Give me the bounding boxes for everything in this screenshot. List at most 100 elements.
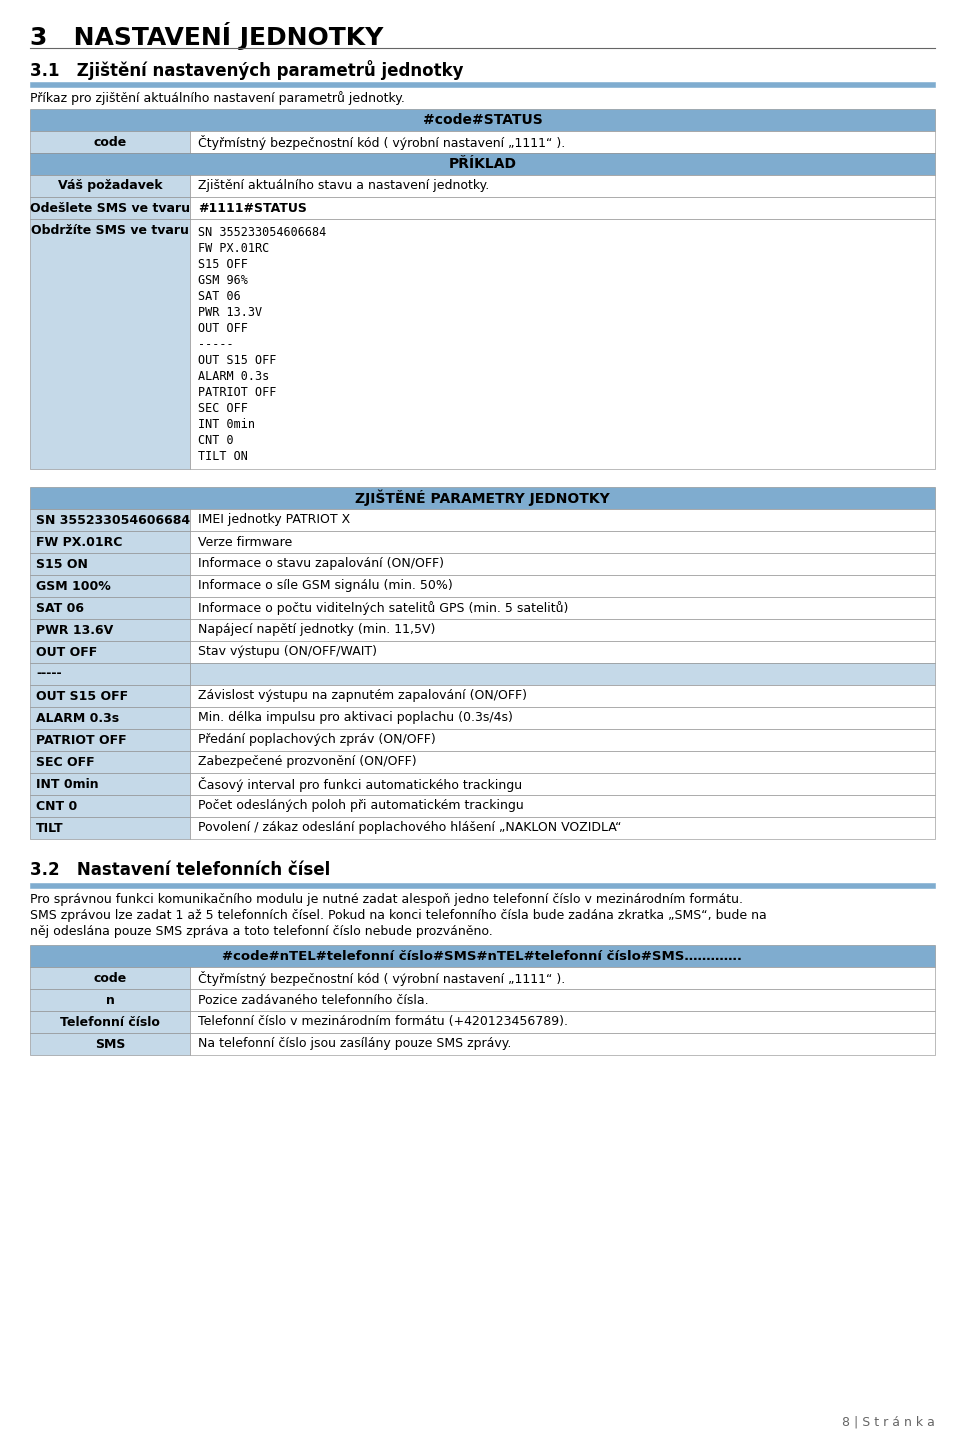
Bar xyxy=(190,219,935,469)
Bar xyxy=(30,1033,190,1055)
Text: ALARM 0.3s: ALARM 0.3s xyxy=(36,711,119,724)
Bar xyxy=(190,967,935,989)
Bar xyxy=(30,685,190,707)
Text: 8 | S t r á n k a: 8 | S t r á n k a xyxy=(842,1415,935,1428)
Text: něj odeslána pouze SMS zpráva a toto telefonní číslo nebude prozváněno.: něj odeslána pouze SMS zpráva a toto tel… xyxy=(30,924,492,937)
Bar xyxy=(30,728,190,751)
Bar xyxy=(30,509,190,531)
Text: SMS: SMS xyxy=(95,1037,125,1050)
Text: #1111#STATUS: #1111#STATUS xyxy=(198,202,307,215)
Bar xyxy=(190,552,935,575)
Text: Na telefonní číslo jsou zasílány pouze SMS zprávy.: Na telefonní číslo jsou zasílány pouze S… xyxy=(198,1037,512,1050)
Text: Čtyřmístný bezpečnostní kód ( výrobní nastavení „1111“ ).: Čtyřmístný bezpečnostní kód ( výrobní na… xyxy=(198,970,565,986)
Text: Časový interval pro funkci automatického trackingu: Časový interval pro funkci automatického… xyxy=(198,777,522,791)
Text: 3   NASTAVENÍ JEDNOTKY: 3 NASTAVENÍ JEDNOTKY xyxy=(30,21,383,50)
Text: #code#nTEL#telefonní číslo#SMS#nTEL#telefonní číslo#SMS………….: #code#nTEL#telefonní číslo#SMS#nTEL#tele… xyxy=(223,950,742,963)
Bar xyxy=(30,989,190,1010)
Bar xyxy=(190,531,935,552)
Text: SEC OFF: SEC OFF xyxy=(36,756,95,768)
Text: Telefonní číslo v mezinárodním formátu (+420123456789).: Telefonní číslo v mezinárodním formátu (… xyxy=(198,1016,568,1029)
Text: Telefonní číslo: Telefonní číslo xyxy=(60,1016,160,1029)
Bar xyxy=(190,773,935,796)
Text: OUT S15 OFF: OUT S15 OFF xyxy=(36,690,128,703)
Bar xyxy=(30,773,190,796)
Text: Předání poplachových zpráv (ON/OFF): Předání poplachových zpráv (ON/OFF) xyxy=(198,734,436,747)
Bar xyxy=(190,1010,935,1033)
Bar xyxy=(30,817,190,839)
Bar xyxy=(30,620,190,641)
Bar xyxy=(30,552,190,575)
Bar xyxy=(190,751,935,773)
Bar xyxy=(190,175,935,197)
Bar xyxy=(30,197,190,219)
Bar xyxy=(190,1033,935,1055)
Bar xyxy=(30,707,190,728)
Text: SMS zprávou lze zadat 1 až 5 telefonních čísel. Pokud na konci telefonního čísla: SMS zprávou lze zadat 1 až 5 telefonních… xyxy=(30,909,767,922)
Text: Zjištění aktuálního stavu a nastavení jednotky.: Zjištění aktuálního stavu a nastavení je… xyxy=(198,179,490,193)
Text: -----: ----- xyxy=(198,338,233,351)
Text: Příkaz pro zjištění aktuálního nastavení parametrů jednotky.: Příkaz pro zjištění aktuálního nastavení… xyxy=(30,92,405,104)
Bar xyxy=(30,1010,190,1033)
Text: GSM 96%: GSM 96% xyxy=(198,273,248,288)
Text: PWR 13.6V: PWR 13.6V xyxy=(36,624,113,637)
Text: ALARM 0.3s: ALARM 0.3s xyxy=(198,371,269,384)
Text: S15 ON: S15 ON xyxy=(36,558,88,571)
Bar xyxy=(30,531,190,552)
Text: INT 0min: INT 0min xyxy=(36,777,99,790)
Text: 3.1   Zjištění nastavených parametrů jednotky: 3.1 Zjištění nastavených parametrů jedno… xyxy=(30,60,464,80)
Bar xyxy=(190,509,935,531)
Text: S15 OFF: S15 OFF xyxy=(198,258,248,270)
Text: Odešlete SMS ve tvaru: Odešlete SMS ve tvaru xyxy=(30,202,190,215)
Text: Verze firmware: Verze firmware xyxy=(198,535,292,548)
Bar xyxy=(190,197,935,219)
Text: CNT 0: CNT 0 xyxy=(198,434,233,446)
Bar xyxy=(30,109,935,132)
Text: SN 355233054606684: SN 355233054606684 xyxy=(198,226,326,239)
Bar xyxy=(30,967,190,989)
Bar xyxy=(30,751,190,773)
Bar xyxy=(30,575,190,597)
Text: PATRIOT OFF: PATRIOT OFF xyxy=(36,734,127,747)
Text: Stav výstupu (ON/OFF/WAIT): Stav výstupu (ON/OFF/WAIT) xyxy=(198,645,377,658)
Text: code: code xyxy=(93,972,127,985)
Text: 3.2   Nastavení telefonních čísel: 3.2 Nastavení telefonních čísel xyxy=(30,861,330,879)
Text: -----: ----- xyxy=(36,667,61,681)
Text: code: code xyxy=(93,136,127,149)
Text: OUT S15 OFF: OUT S15 OFF xyxy=(198,353,276,366)
Bar xyxy=(190,620,935,641)
Bar xyxy=(190,796,935,817)
Text: Min. délka impulsu pro aktivaci poplachu (0.3s/4s): Min. délka impulsu pro aktivaci poplachu… xyxy=(198,711,513,724)
Bar xyxy=(190,817,935,839)
Bar xyxy=(190,728,935,751)
Text: IMEI jednotky PATRIOT X: IMEI jednotky PATRIOT X xyxy=(198,514,350,527)
Text: PŘÍKLAD: PŘÍKLAD xyxy=(448,157,516,170)
Bar xyxy=(30,883,935,889)
Bar xyxy=(30,487,935,509)
Text: INT 0min: INT 0min xyxy=(198,418,255,431)
Text: PWR 13.3V: PWR 13.3V xyxy=(198,306,262,319)
Text: Informace o počtu viditelných satelitů GPS (min. 5 satelitů): Informace o počtu viditelných satelitů G… xyxy=(198,601,568,615)
Text: SAT 06: SAT 06 xyxy=(198,290,241,303)
Text: n: n xyxy=(106,993,114,1006)
Bar xyxy=(190,663,935,685)
Text: ZJIŠTĚNÉ PARAMETRY JEDNOTKY: ZJIŠTĚNÉ PARAMETRY JEDNOTKY xyxy=(355,489,610,507)
Bar xyxy=(190,685,935,707)
Text: #code#STATUS: #code#STATUS xyxy=(422,113,542,127)
Bar xyxy=(30,175,190,197)
Text: Pro správnou funkci komunikačního modulu je nutné zadat alespoň jedno telefonní : Pro správnou funkci komunikačního modulu… xyxy=(30,893,743,906)
Bar xyxy=(190,132,935,153)
Text: TILT: TILT xyxy=(36,821,63,834)
Text: SN 355233054606684: SN 355233054606684 xyxy=(36,514,190,527)
Text: CNT 0: CNT 0 xyxy=(36,800,77,813)
Text: GSM 100%: GSM 100% xyxy=(36,580,110,592)
Bar xyxy=(30,82,935,87)
Text: OUT OFF: OUT OFF xyxy=(36,645,97,658)
Text: Váš požadavek: Váš požadavek xyxy=(58,179,162,193)
Bar xyxy=(30,663,190,685)
Text: Čtyřmístný bezpečnostní kód ( výrobní nastavení „1111“ ).: Čtyřmístný bezpečnostní kód ( výrobní na… xyxy=(198,135,565,149)
Text: Zabezpečené prozvonění (ON/OFF): Zabezpečené prozvonění (ON/OFF) xyxy=(198,756,417,768)
Text: Povolení / zákaz odeslání poplachového hlášení „NAKLON VOZIDLA“: Povolení / zákaz odeslání poplachového h… xyxy=(198,821,621,834)
Bar xyxy=(190,575,935,597)
Bar xyxy=(30,219,190,469)
Text: SAT 06: SAT 06 xyxy=(36,601,84,614)
